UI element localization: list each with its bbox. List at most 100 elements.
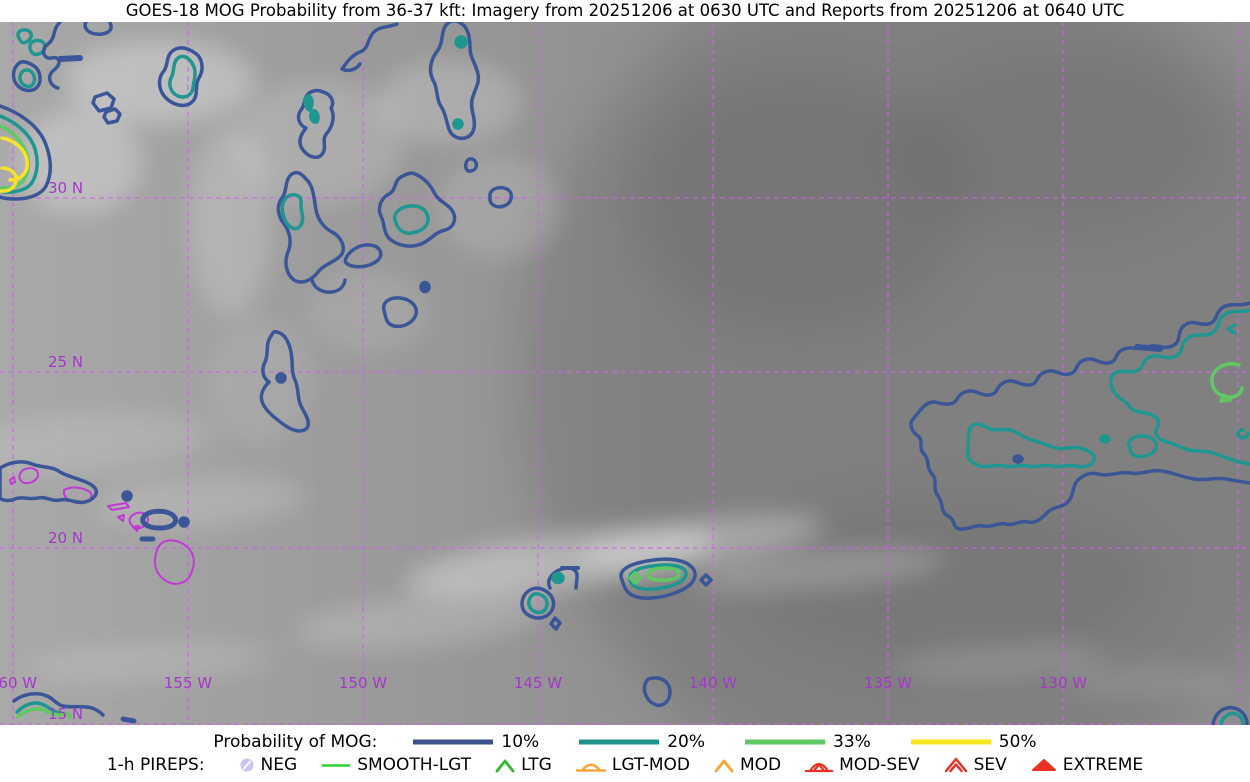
probability-contour-yellow [0,166,18,193]
lon-label: 130 W [1039,674,1087,692]
probability-contour-teal [627,563,688,591]
lat-label: 20 N [48,529,83,547]
extreme-icon [1031,759,1056,771]
pirep-legend-value: SMOOTH-LGT [357,755,472,775]
pirep-legend-value: NEG [260,755,298,775]
probability-contour-teal [0,114,39,194]
probability-contour-blue [619,557,697,600]
probability-contour-blue [102,107,122,125]
probability-contour-blue [909,301,1250,531]
lon-label: 135 W [864,674,912,692]
probability-contour-blue [121,490,133,502]
probability-contour-blue [428,22,481,141]
pirep-legend-value: SEV [973,755,1007,775]
island-coastline [107,502,130,511]
caret-icon [495,759,515,772]
grid-layer [0,22,1250,725]
probability-contour-green [628,571,642,585]
pirep-legend-value: LTG [521,755,552,775]
island-coastline [132,525,140,532]
pirep-legend-value: MOD [739,755,782,775]
map-svg: 30 N 25 N 20 N 15 N 160 W 155 W 150 W 145 W 140 … [0,22,1250,725]
probability-contour-green [1210,362,1244,399]
probability-contour-blue [276,170,345,284]
lat-label: 15 N [48,705,83,723]
caret-icon [714,759,734,772]
probability-contour-blue [642,676,672,707]
probability-contour-blue [41,22,62,90]
probability-contour-blue [381,296,419,329]
pireps-legend-label: 1-h PIREPS: [106,755,205,775]
probability-contour-blue [699,573,713,587]
probability-contour-teal [309,108,320,124]
probability-contour-blue [12,691,105,717]
probability-contour-blue [83,22,113,36]
probability-contour-teal [1226,323,1237,335]
probability-contour-blue [419,280,431,294]
lat-label: 25 N [48,353,83,371]
lgt-mod-icon [575,763,606,772]
probability-contour-blue [157,46,204,108]
probability-contour-teal [1108,308,1250,466]
pirep-legend-value: EXTREME [1062,755,1144,775]
probability-contour-teal [1219,711,1245,725]
probability-contour-teal [18,68,37,89]
probability-contour-blue [488,185,514,209]
probability-contour-teal [280,193,305,231]
probability-contour-blue [259,330,311,433]
pirep-legend-item: SMOOTH-LGT [321,755,471,775]
probability-contour-teal [1236,428,1250,440]
island-coastline [117,514,125,522]
probability-contour-green [16,707,72,719]
probability-contour-blue [11,60,42,93]
probability-legend-item: 33% [743,732,871,752]
probability-contour-teal [551,571,565,585]
lon-label: 155 W [164,674,212,692]
pirep-legend-item: MOD [714,755,781,775]
probability-line-swatch [413,739,494,745]
lon-label: 160 W [0,674,37,692]
probability-line-swatch [745,739,825,745]
neg-icon [240,758,254,772]
probability-contour-blue [377,171,457,248]
probability-contour-blue [296,88,335,159]
shade-layer [515,22,1250,725]
pirep-legend-value: LGT-MOD [611,755,690,775]
pireps-legend-row: 1-h PIREPS: NEG SMOOTH-LGT LTG LGT-MOD MOD MO… [0,755,1250,775]
probability-contour-blue [275,372,287,384]
grid-label-layer: 30 N 25 N 20 N 15 N 160 W 155 W 150 W 145 W 140 … [0,179,1087,723]
probability-contour-teal [454,35,468,49]
pirep-legend-item: EXTREME [1031,755,1143,775]
probability-line-swatch [910,739,991,745]
probability-legend-item: 20% [577,732,705,752]
probability-contour-yellow [0,136,30,182]
probability-contour-blue [520,586,556,620]
probability-contour-green [1219,393,1232,403]
probability-contour-blue [549,616,562,631]
probability-contour-teal [303,94,314,112]
probability-contour-blue [464,157,479,173]
smooth-lgt-icon [322,764,351,767]
probability-contour-blue [1211,705,1249,725]
lon-label: 150 W [339,674,387,692]
sev-icon [944,757,967,773]
pirep-legend-value: MOD-SEV [839,755,920,775]
probability-contour-teal [965,422,1097,469]
pirep-legend-item: LGT-MOD [575,755,690,775]
probability-contour-teal [168,54,197,99]
probability-contour-teal [392,204,430,235]
probability-contour-blue [340,22,399,73]
cloud-layer [0,40,1235,697]
lat-label: 30 N [48,179,83,197]
probability-contour-teal [1099,434,1111,444]
pirep-legend-item: MOD-SEV [805,755,920,775]
probability-contour-blue [1134,344,1163,352]
probability-contour-blue [178,516,190,528]
legend: Probability of MOG: 10% 20% 33% 50% 1-h PIR… [0,725,1250,782]
probability-legend-value: 50% [998,732,1037,752]
probability-legend-value: 33% [833,732,871,752]
lon-label: 140 W [689,674,737,692]
island-coastline [9,476,16,485]
probability-contour-blue [0,104,52,201]
island-coastline [18,467,39,485]
